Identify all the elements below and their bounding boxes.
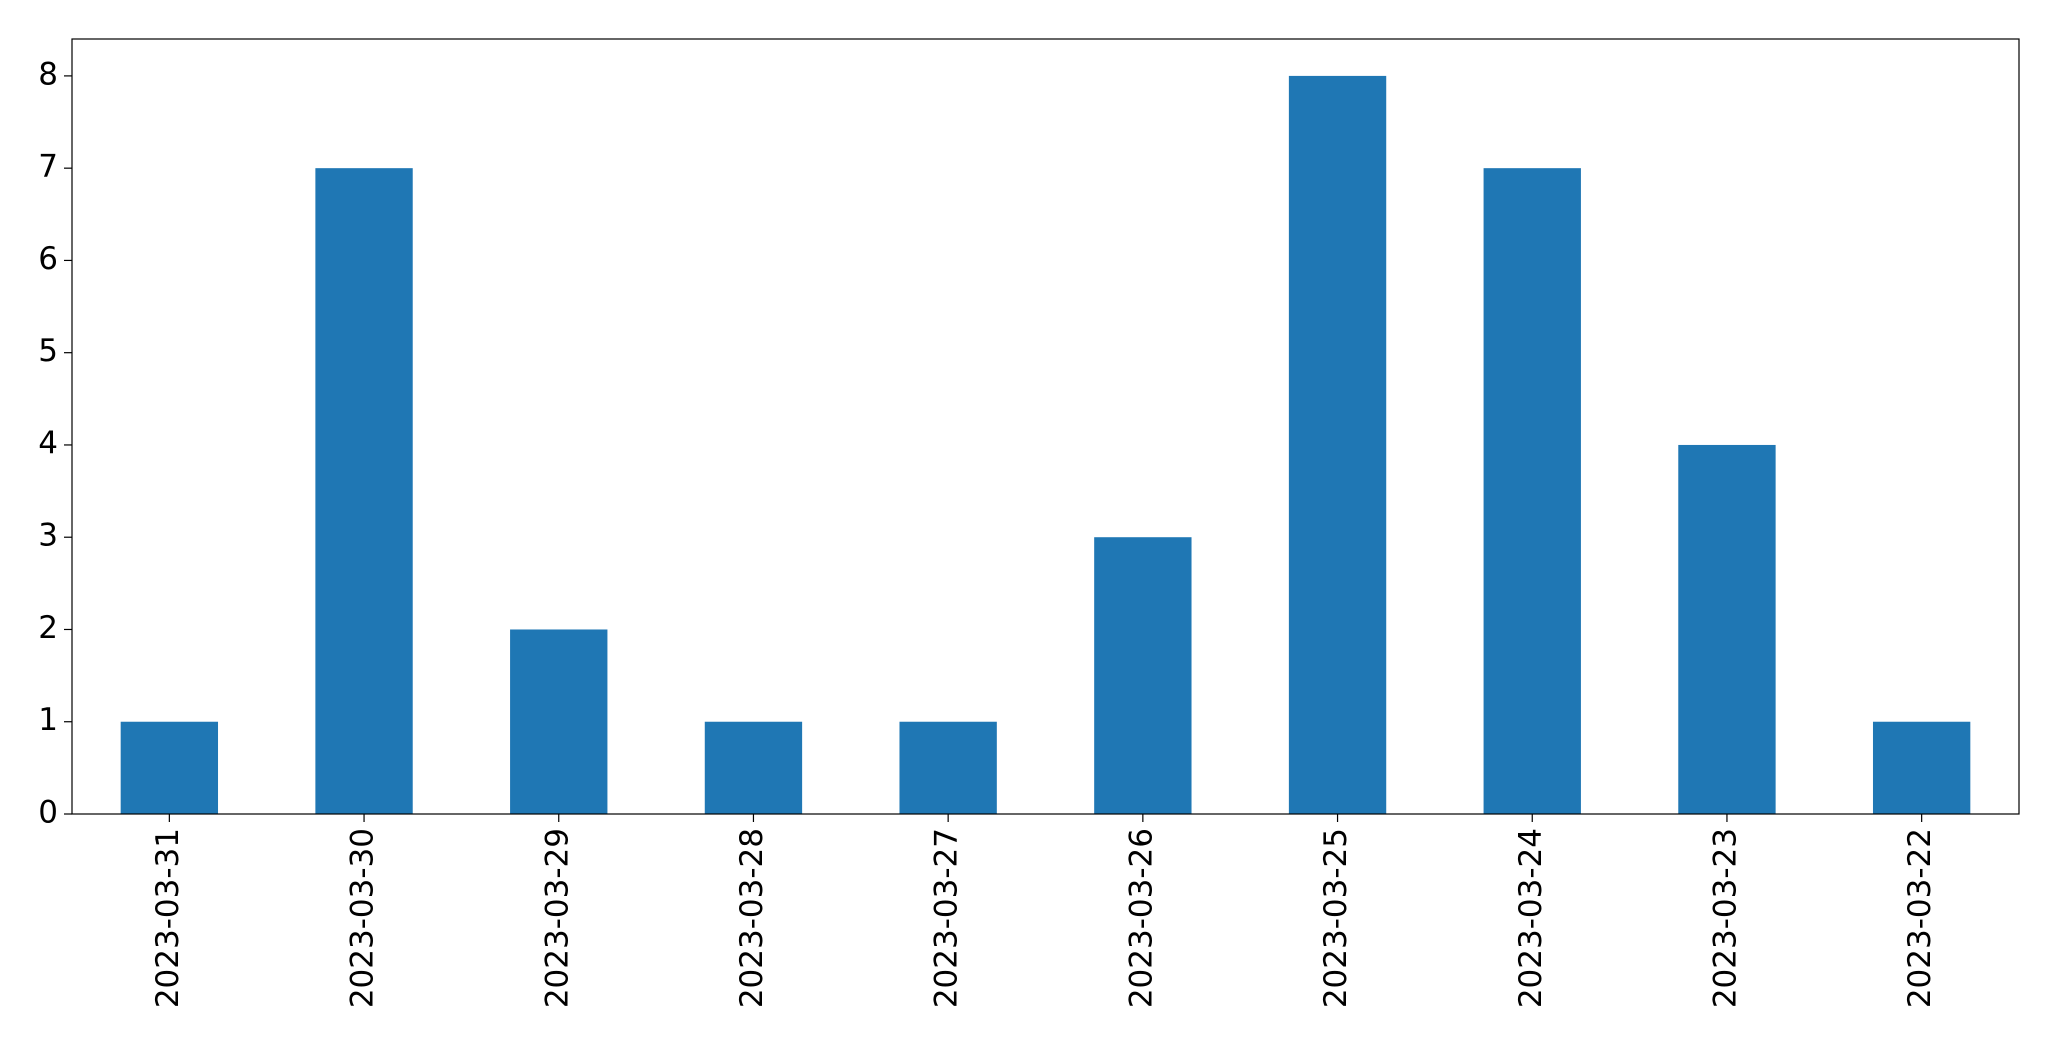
x-tick-label: 2023-03-28: [734, 828, 770, 1008]
y-tick-label: 1: [38, 702, 58, 738]
x-tick-label: 2023-03-31: [150, 828, 186, 1008]
bar: [1094, 537, 1192, 814]
y-tick-label: 3: [38, 518, 58, 554]
y-tick-label: 8: [38, 56, 58, 92]
y-tick-label: 4: [38, 425, 58, 461]
bar: [510, 629, 608, 814]
bar: [1872, 721, 1971, 814]
bar: [1678, 444, 1776, 814]
bar: [704, 721, 803, 814]
y-tick-label: 0: [38, 795, 58, 831]
x-tick-label: 2023-03-24: [1513, 828, 1549, 1008]
x-tick-label: 2023-03-26: [1123, 828, 1159, 1008]
bar: [1288, 75, 1387, 814]
bar: [315, 168, 413, 814]
y-tick-label: 2: [38, 610, 58, 646]
x-tick-label: 2023-03-22: [1902, 828, 1938, 1008]
x-tick-label: 2023-03-25: [1318, 828, 1354, 1008]
plot-frame: [71, 38, 2020, 815]
y-tick-label: 7: [38, 149, 58, 185]
bar: [1483, 168, 1581, 814]
x-tick-label: 2023-03-29: [539, 828, 575, 1008]
x-tick-label: 2023-03-23: [1707, 828, 1743, 1008]
bar: [120, 721, 219, 814]
y-tick-label: 6: [38, 241, 58, 277]
x-tick-label: 2023-03-27: [929, 828, 965, 1008]
x-tick-label: 2023-03-30: [345, 828, 381, 1008]
bar: [899, 721, 997, 814]
y-tick-label: 5: [38, 333, 58, 369]
